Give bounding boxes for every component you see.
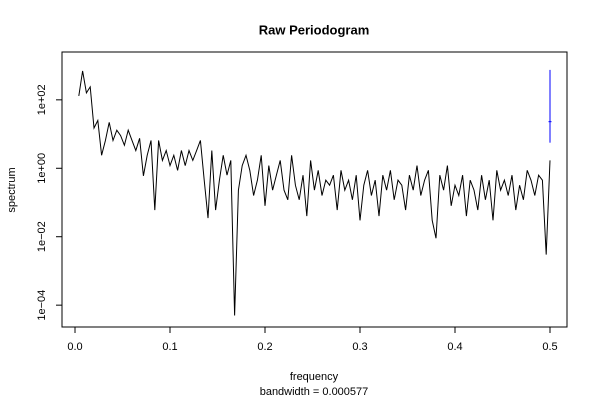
x-tick-label: 0.1	[162, 341, 177, 353]
x-tick-label: 0.0	[67, 341, 82, 353]
y-tick-label: 1e−02	[36, 221, 48, 252]
spectrum-line	[78, 70, 551, 316]
y-tick-label: 1e+02	[36, 84, 48, 115]
plot-box	[61, 51, 568, 328]
x-tick-label: 0.5	[542, 341, 557, 353]
subtitle: bandwidth = 0.000577	[260, 386, 369, 398]
x-tick-label: 0.2	[257, 341, 272, 353]
y-tick-label: 1e+00	[36, 153, 48, 184]
y-axis-label: spectrum	[6, 167, 18, 212]
y-tick-label: 1e−04	[36, 290, 48, 321]
x-tick-label: 0.4	[447, 341, 462, 353]
x-axis-label: frequency	[290, 371, 339, 383]
chart-title: Raw Periodogram	[259, 22, 370, 37]
x-tick-label: 0.3	[352, 341, 367, 353]
